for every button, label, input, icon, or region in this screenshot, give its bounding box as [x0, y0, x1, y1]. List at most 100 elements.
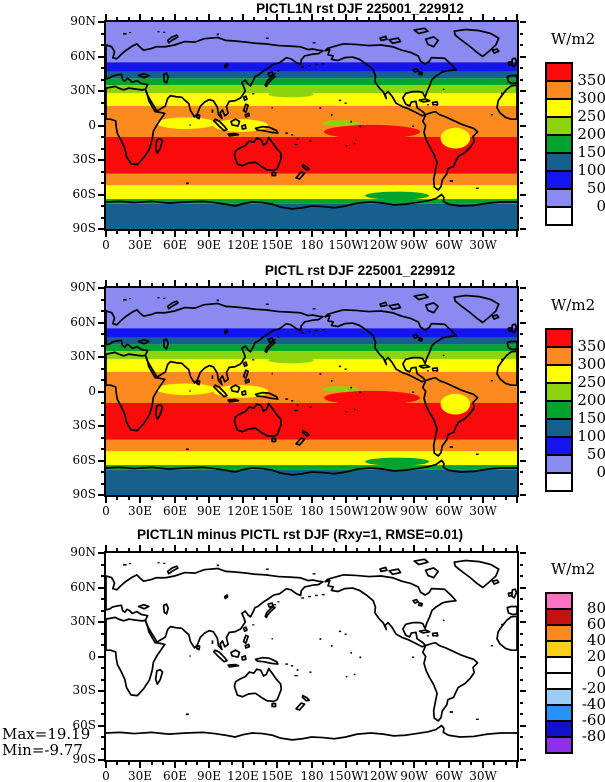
x-tick — [505, 497, 507, 500]
y-tick — [520, 494, 526, 496]
x-tick — [516, 497, 518, 503]
x-tick — [448, 545, 450, 551]
colorbar-box — [545, 98, 573, 118]
x-tick — [219, 497, 221, 500]
y-tick-label: 90N — [70, 545, 96, 559]
x-tick — [493, 17, 495, 20]
x-tick — [174, 497, 176, 503]
y-tick — [520, 125, 526, 127]
x-tick — [311, 231, 313, 237]
x-tick — [333, 762, 335, 765]
colorbar-box — [545, 206, 573, 226]
y-tick — [520, 610, 523, 612]
y-tick — [520, 402, 523, 404]
contour-bands — [106, 22, 517, 229]
y-tick — [520, 690, 526, 692]
x-tick — [482, 14, 484, 20]
y-tick — [520, 460, 526, 462]
x-tick — [333, 17, 335, 20]
x-tick — [493, 231, 495, 234]
y-tick — [520, 56, 526, 58]
x-tick — [390, 283, 392, 286]
x-tick — [322, 231, 324, 234]
x-tick — [288, 283, 290, 286]
y-tick — [101, 333, 104, 335]
colorbar-box — [545, 454, 573, 474]
x-tick — [448, 14, 450, 20]
y-tick — [101, 368, 104, 370]
x-tick — [345, 280, 347, 286]
x-tick — [253, 497, 255, 500]
y-tick — [520, 79, 523, 81]
y-tick — [520, 299, 523, 301]
y-tick — [520, 21, 526, 23]
x-tick — [470, 497, 472, 500]
x-tick — [196, 17, 198, 20]
x-tick — [105, 231, 107, 237]
colorbar-box — [545, 62, 573, 82]
y-tick — [520, 356, 526, 358]
x-tick — [516, 280, 518, 286]
x-tick — [208, 497, 210, 503]
x-tick — [231, 231, 233, 234]
x-tick — [333, 231, 335, 234]
x-tick — [413, 762, 415, 768]
x-tick — [402, 283, 404, 286]
x-tick — [162, 17, 164, 20]
x-tick — [448, 231, 450, 237]
y-tick — [520, 310, 523, 312]
x-tick — [482, 231, 484, 237]
x-tick — [174, 280, 176, 286]
x-tick — [196, 283, 198, 286]
x-tick — [128, 17, 130, 20]
x-tick — [299, 497, 301, 500]
x-tick — [139, 545, 141, 551]
x-tick — [174, 762, 176, 768]
y-tick — [520, 287, 526, 289]
x-tick — [333, 283, 335, 286]
x-tick-label: 60W — [435, 238, 463, 252]
y-tick-label: 30N — [70, 349, 96, 363]
y-tick — [520, 379, 523, 381]
x-tick — [448, 497, 450, 503]
y-tick — [101, 748, 104, 750]
x-tick-label: 30E — [127, 238, 153, 252]
y-tick — [520, 759, 526, 761]
x-tick — [470, 762, 472, 765]
x-tick — [436, 762, 438, 765]
colorbar-label: 50 — [586, 445, 605, 463]
y-tick — [101, 299, 104, 301]
x-tick — [322, 548, 324, 551]
x-tick-label: 150E — [261, 238, 293, 252]
y-tick — [101, 33, 104, 35]
x-tick — [128, 762, 130, 765]
x-tick — [105, 497, 107, 503]
x-tick — [139, 762, 141, 768]
y-tick — [98, 228, 104, 230]
y-tick — [520, 67, 523, 69]
x-tick — [219, 283, 221, 286]
x-tick — [459, 283, 461, 286]
x-tick — [265, 283, 267, 286]
y-tick — [98, 690, 104, 692]
x-tick — [345, 231, 347, 237]
x-tick — [105, 762, 107, 768]
x-tick — [505, 762, 507, 765]
y-tick — [520, 483, 523, 485]
x-tick — [128, 497, 130, 500]
y-tick — [101, 217, 104, 219]
y-tick — [98, 391, 104, 393]
x-tick — [379, 762, 381, 768]
y-tick — [101, 598, 104, 600]
y-tick — [101, 345, 104, 347]
x-tick — [105, 545, 107, 551]
y-tick — [520, 633, 523, 635]
x-tick — [402, 231, 404, 234]
x-tick — [322, 17, 324, 20]
y-tick — [98, 656, 104, 658]
y-tick — [98, 322, 104, 324]
x-tick — [242, 231, 244, 237]
map-title-pictl: PICTL rst DJF 225001_229912 — [264, 263, 456, 278]
x-tick-label: 90W — [400, 238, 428, 252]
x-tick — [505, 17, 507, 20]
